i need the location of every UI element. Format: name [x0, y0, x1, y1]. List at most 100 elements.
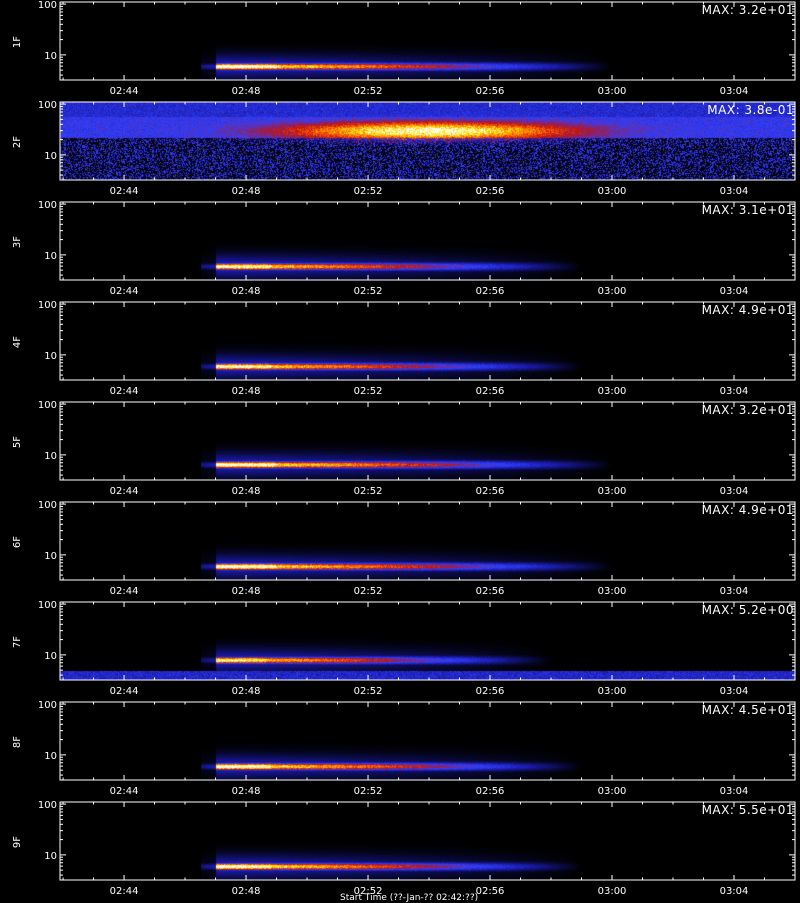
x-tick-label: 02:52 [354, 486, 383, 497]
plot-frame [59, 301, 796, 381]
axes-8f: 100 10 02:44 02:48 02:52 02:56 03:00 03:04 [38, 700, 796, 797]
x-tick-label: 02:52 [354, 686, 383, 697]
heatmap-image-9f [60, 802, 795, 880]
plot-frame [59, 501, 796, 581]
spectrogram-panel-4f: 100 10 02:44 02:48 02:52 02:56 03:00 03:04 [0, 300, 800, 400]
x-tick-label: 02:44 [110, 186, 139, 197]
heatmap-image-1f [60, 2, 795, 80]
x-tick-label: 02:44 [110, 386, 139, 397]
panel-label-5f: 5F [12, 435, 23, 449]
x-tick-label: 03:00 [598, 186, 627, 197]
y-tick-label: 10 [44, 551, 57, 562]
y-tick-label: 100 [38, 700, 57, 711]
x-tick-label: 03:00 [598, 586, 627, 597]
x-tick-label: 02:56 [476, 886, 505, 897]
x-tick-label: 02:56 [476, 686, 505, 697]
x-tick-label: 03:00 [598, 386, 627, 397]
x-tick-label: 02:56 [476, 586, 505, 597]
y-tick-label: 100 [38, 300, 57, 311]
max-value-label-8f: MAX: 4.5e+01 [701, 703, 794, 717]
panel-label-6f: 6F [12, 535, 23, 549]
x-tick-label: 02:52 [354, 86, 383, 97]
x-tick-label: 02:56 [476, 486, 505, 497]
axes-7f: 100 10 02:44 02:48 02:52 02:56 03:00 03:04 [38, 600, 796, 697]
x-tick-label: 02:48 [232, 386, 261, 397]
x-tick-label: 02:44 [110, 86, 139, 97]
x-tick-label: 02:44 [110, 686, 139, 697]
y-tick-label: 10 [44, 351, 57, 362]
x-tick-label: 02:48 [232, 686, 261, 697]
x-tick-label: 02:48 [232, 886, 261, 897]
x-tick-label: 02:44 [110, 786, 139, 797]
y-tick-label: 100 [38, 200, 57, 211]
max-value-label-7f: MAX: 5.2e+00 [701, 603, 794, 617]
x-tick-label: 03:00 [598, 86, 627, 97]
x-tick-label: 03:04 [720, 186, 749, 197]
heatmap-image-6f [60, 502, 795, 580]
axes-4f: 100 10 02:44 02:48 02:52 02:56 03:00 03:04 [38, 300, 796, 397]
panel-label-7f: 7F [12, 635, 23, 649]
heatmap-image-7f [60, 602, 795, 680]
y-tick-label: 100 [38, 500, 57, 511]
plot-frame [59, 701, 796, 781]
x-tick-label: 03:04 [720, 886, 749, 897]
x-tick-label: 02:52 [354, 286, 383, 297]
spectrogram-panel-3f: 100 10 02:44 02:48 02:52 02:56 03:00 03:04 [0, 200, 800, 300]
y-tick-label: 100 [38, 600, 57, 611]
x-axis-footer-label: Start Time (??-Jan-?? 02:42:??) [340, 893, 479, 903]
plot-frame [59, 801, 796, 881]
x-tick-label: 02:56 [476, 186, 505, 197]
axes-1f: 100 10 02:44 02:48 02:52 02:56 03:00 03:04 [38, 0, 796, 97]
y-tick-label: 10 [44, 451, 57, 462]
x-tick-label: 02:52 [354, 786, 383, 797]
y-tick-label: 10 [44, 751, 57, 762]
max-value-label-4f: MAX: 4.9e+01 [701, 303, 794, 317]
y-tick-label: 10 [44, 51, 57, 62]
x-tick-label: 03:00 [598, 486, 627, 497]
max-value-label-1f: MAX: 3.2e+01 [701, 3, 794, 17]
x-tick-label: 02:56 [476, 86, 505, 97]
axes-5f: 100 10 02:44 02:48 02:52 02:56 03:00 03:04 [38, 400, 796, 497]
x-tick-label: 02:52 [354, 186, 383, 197]
x-tick-label: 02:56 [476, 286, 505, 297]
y-tick-label: 100 [38, 100, 57, 111]
x-tick-label: 02:44 [110, 586, 139, 597]
y-tick-label: 10 [44, 651, 57, 662]
plot-frame [59, 601, 796, 681]
axes-2f: 100 10 02:44 02:48 02:52 02:56 03:00 03:04 [38, 100, 796, 197]
plot-frame [59, 401, 796, 481]
x-tick-label: 03:04 [720, 386, 749, 397]
max-value-label-6f: MAX: 4.9e+01 [701, 503, 794, 517]
x-tick-label: 03:00 [598, 886, 627, 897]
x-tick-label: 02:48 [232, 186, 261, 197]
heatmap-image-3f [60, 202, 795, 280]
max-value-label-2f: MAX: 3.8e-01 [707, 103, 794, 117]
x-tick-label: 02:44 [110, 486, 139, 497]
axes-6f: 100 10 02:44 02:48 02:52 02:56 03:00 03:04 [38, 500, 796, 597]
x-tick-label: 02:48 [232, 486, 261, 497]
spectrogram-panel-7f: 100 10 02:44 02:48 02:52 02:56 03:00 03:04 [0, 600, 800, 700]
heatmap-image-4f [60, 302, 795, 380]
x-tick-label: 03:00 [598, 286, 627, 297]
x-tick-label: 03:04 [720, 686, 749, 697]
plot-frame [59, 201, 796, 281]
y-tick-label: 10 [44, 251, 57, 262]
axes-3f: 100 10 02:44 02:48 02:52 02:56 03:00 03:04 [38, 200, 796, 297]
spectrogram-panel-5f: 100 10 02:44 02:48 02:52 02:56 03:00 03:04 [0, 400, 800, 500]
x-tick-label: 03:04 [720, 786, 749, 797]
y-tick-label: 10 [44, 151, 57, 162]
spectrogram-panel-1f: 100 10 02:44 02:48 02:52 02:56 03:00 03:04 [0, 0, 800, 100]
panel-label-1f: 1F [12, 35, 23, 49]
axes-9f: 100 10 02:44 02:48 02:52 02:56 03:00 03:04 [38, 800, 796, 897]
x-tick-label: 02:56 [476, 786, 505, 797]
y-tick-label: 100 [38, 800, 57, 811]
x-tick-label: 03:00 [598, 786, 627, 797]
heatmap-image-5f [60, 402, 795, 480]
x-tick-label: 02:56 [476, 386, 505, 397]
x-tick-label: 03:04 [720, 486, 749, 497]
panel-label-2f: 2F [12, 135, 23, 149]
panel-label-4f: 4F [12, 335, 23, 349]
x-tick-label: 02:44 [110, 886, 139, 897]
plot-frame [59, 101, 796, 181]
